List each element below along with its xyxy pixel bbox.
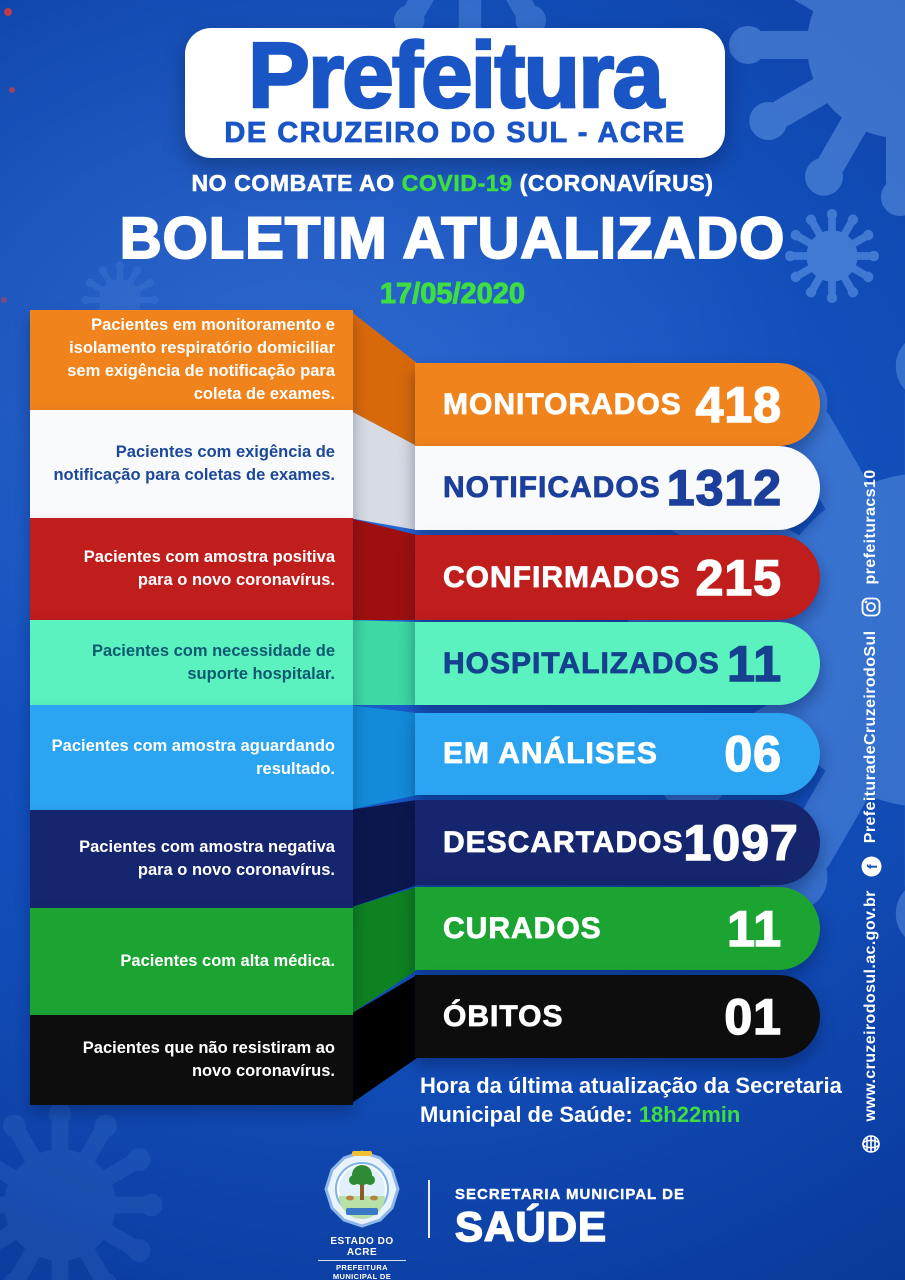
description-curados: Pacientes com alta médica. (30, 908, 353, 1015)
stat-label: CONFIRMADOS (443, 560, 681, 594)
stat-pill-obitos: ÓBITOS 01 (415, 975, 820, 1058)
description-text: Pacientes com amostra negativa para o no… (79, 838, 335, 879)
stat-label: ÓBITOS (443, 999, 564, 1033)
ribbon-fold-hospitalizados (349, 620, 417, 705)
facebook-handle[interactable]: PrefeituradeCruzeirodoSul (862, 630, 879, 844)
description-obitos: Pacientes que não resistiram ao novo cor… (30, 1015, 353, 1105)
stat-value: 418 (695, 376, 782, 434)
stat-label: MONITORADOS (443, 387, 682, 421)
update-note-text: Hora da última atualização da Secretaria… (420, 1073, 842, 1127)
website-url[interactable]: www.cruzeirodosul.ac.gov.br (862, 890, 879, 1122)
bulletin-date: 17/05/2020 (379, 278, 526, 311)
combat-prefix: NO COMBATE AO (191, 170, 402, 197)
stat-value: 215 (695, 549, 782, 607)
description-text: Pacientes com necessidade de suporte hos… (91, 641, 335, 683)
stat-pill-notificados: NOTIFICADOS 1312 (415, 446, 820, 530)
estado-label: ESTADO DO ACRE (318, 1236, 406, 1261)
footer-divider (428, 1180, 430, 1238)
prefeitura-label: PREFEITURA MUNICIPAL DE (332, 1263, 392, 1280)
description-confirmados: Pacientes com amostra positiva para o no… (30, 518, 353, 620)
description-text: Pacientes com alta médica. (120, 952, 335, 970)
stat-pill-descartados: DESCARTADOS 1097 (415, 800, 820, 885)
ribbon-fold-em-analises (349, 705, 417, 810)
stat-value: 01 (724, 988, 782, 1046)
stat-pill-curados: CURADOS 11 (415, 887, 820, 970)
instagram-handle[interactable]: prefeituracs10 (862, 469, 879, 585)
stat-label: CURADOS (443, 911, 602, 945)
last-update-note: Hora da última atualização da Secretaria… (420, 1072, 860, 1129)
stat-pill-em-analises: EM ANÁLISES 06 (415, 713, 820, 795)
stat-pill-confirmados: CONFIRMADOS 215 (415, 535, 820, 620)
update-time: 18h22min (638, 1101, 741, 1127)
globe-icon (861, 1135, 881, 1155)
prefeitura-logo: Prefeitura DE CRUZEIRO DO SUL - ACRE (185, 23, 725, 158)
logo-subtitle: DE CRUZEIRO DO SUL - ACRE (224, 117, 686, 150)
combat-suffix: (CORONAVÍRUS) (512, 170, 714, 197)
stat-label: EM ANÁLISES (443, 737, 658, 771)
logo-title: Prefeitura (247, 23, 666, 127)
social-sidebar: www.cruzeirodosul.ac.gov.br f Prefeitura… (858, 422, 884, 1202)
combat-tagline: NO COMBATE AO COVID-19 (CORONAVÍRUS) (0, 170, 905, 197)
municipal-coat-of-arms: ESTADO DO ACRE PREFEITURA MUNICIPAL DE C… (318, 1150, 406, 1280)
coat-of-arms-emblem (324, 1150, 400, 1228)
description-hospitalizados: Pacientes com necessidade de suporte hos… (30, 620, 353, 705)
bulletin-title: BOLETIM ATUALIZADO (119, 205, 786, 272)
stat-label: HOSPITALIZADOS (443, 646, 720, 680)
description-text: Pacientes com amostra aguardando resulta… (51, 736, 335, 778)
stat-label: DESCARTADOS (443, 825, 684, 859)
stat-pill-monitorados: MONITORADOS 418 (415, 363, 820, 446)
stat-value: 11 (726, 635, 782, 693)
health-secretary-logo: SECRETARIA MUNICIPAL DE SAÚDE (454, 1186, 685, 1251)
svg-text:f: f (864, 864, 880, 869)
ribbon-fold-confirmados (349, 518, 417, 620)
stat-value: 1312 (666, 459, 782, 517)
description-text: Pacientes com exigência de notificação p… (53, 443, 335, 484)
stat-value: 11 (726, 900, 782, 958)
description-descartados: Pacientes com amostra negativa para o no… (30, 810, 353, 908)
description-monitorados: Pacientes em monitoramento e isolamento … (30, 310, 353, 410)
stat-value: 06 (724, 725, 782, 783)
secretaria-line: SECRETARIA MUNICIPAL DE (455, 1186, 685, 1203)
description-text: Pacientes em monitoramento e isolamento … (67, 316, 335, 403)
description-text: Pacientes que não resistiram ao novo cor… (82, 1039, 335, 1080)
facebook-icon: f (861, 856, 882, 877)
stat-pill-hospitalizados: HOSPITALIZADOS 11 (415, 622, 820, 705)
stat-label: NOTIFICADOS (443, 471, 661, 505)
description-em-analises: Pacientes com amostra aguardando resulta… (30, 705, 353, 810)
covid-highlight: COVID-19 (401, 170, 513, 197)
stat-value: 1097 (683, 814, 799, 872)
description-text: Pacientes com amostra positiva para o no… (83, 548, 335, 589)
secretaria-name: SAÚDE (454, 1202, 608, 1251)
description-notificados: Pacientes com exigência de notificação p… (30, 410, 353, 518)
instagram-icon (861, 598, 881, 618)
